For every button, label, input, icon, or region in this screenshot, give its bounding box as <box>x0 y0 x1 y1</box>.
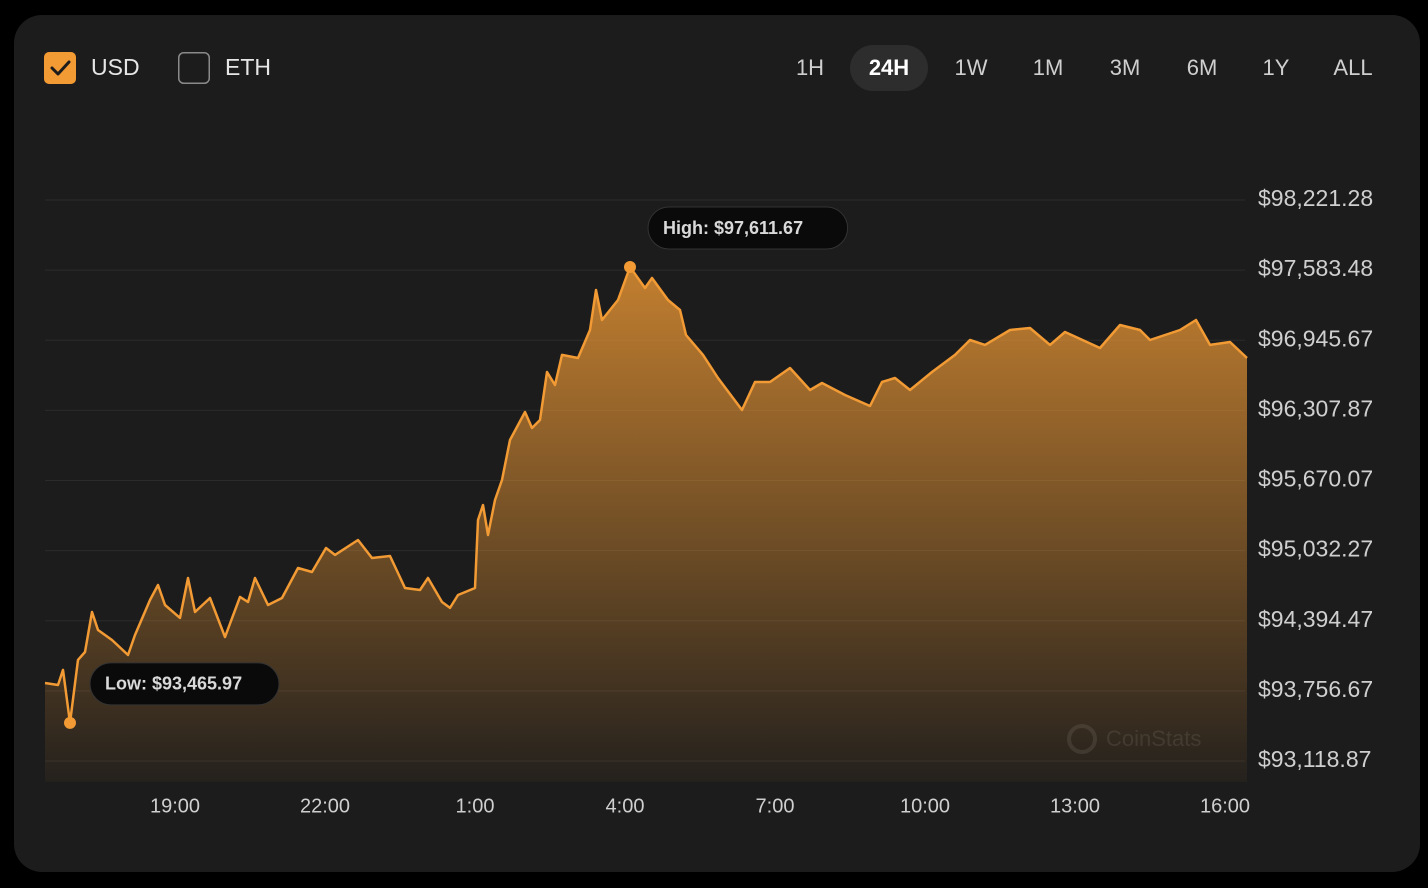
y-tick-label: $95,670.07 <box>1258 466 1373 492</box>
range-label: 24H <box>869 55 909 80</box>
range-label: 6M <box>1187 55 1218 80</box>
x-tick-label: 19:00 <box>150 795 200 817</box>
annotation-pill <box>89 662 280 706</box>
y-tick-label: $96,307.87 <box>1258 395 1373 421</box>
annotation-pill <box>647 206 849 250</box>
range-label: ALL <box>1333 55 1372 80</box>
x-tick-label: 22:00 <box>300 795 350 817</box>
annotation-text: Low: $93,465.97 <box>105 674 242 694</box>
x-tick-label: 10:00 <box>900 795 950 817</box>
range-label: 1Y <box>1263 55 1290 80</box>
checkbox-checked <box>44 52 76 84</box>
extreme-dot <box>624 261 636 274</box>
check-icon <box>50 60 71 76</box>
y-tick-label: $93,118.87 <box>1258 746 1371 772</box>
y-tick-label: $97,583.48 <box>1258 255 1373 281</box>
price-line <box>44 265 1248 725</box>
y-tick-label: $95,032.27 <box>1258 536 1373 562</box>
x-tick-label: 1:00 <box>456 795 495 817</box>
currency-label: USD <box>91 54 140 80</box>
range-label: 1H <box>796 55 824 80</box>
range-button[interactable]: 1M <box>1033 55 1064 80</box>
range-label: 3M <box>1110 55 1141 80</box>
range-button[interactable]: ALL <box>1333 55 1372 80</box>
extreme-dot <box>64 716 76 729</box>
currency-toggle[interactable]: ETH <box>178 52 271 84</box>
y-tick-label: $94,394.47 <box>1258 606 1373 632</box>
y-tick-label: $96,945.67 <box>1258 325 1373 351</box>
range-button[interactable]: 1H <box>796 55 824 80</box>
checkbox <box>178 52 210 84</box>
currency-toggle[interactable]: USD <box>44 52 140 84</box>
range-button[interactable]: 1W <box>955 55 988 80</box>
range-button[interactable]: 24H <box>850 45 928 91</box>
price-area <box>45 267 1247 782</box>
range-button[interactable]: 1Y <box>1263 55 1290 80</box>
y-tick-label: $93,756.67 <box>1258 676 1373 702</box>
range-active-bg <box>850 45 928 91</box>
range-label: 1M <box>1033 55 1064 80</box>
currency-label: ETH <box>225 54 271 80</box>
x-tick-label: 16:00 <box>1200 795 1250 817</box>
range-label: 1W <box>955 55 988 80</box>
range-button[interactable]: 6M <box>1187 55 1218 80</box>
annotation-text: High: $97,611.67 <box>663 218 803 238</box>
x-tick-label: 7:00 <box>756 795 795 817</box>
x-tick-label: 13:00 <box>1050 795 1100 817</box>
y-tick-label: $98,221.28 <box>1258 185 1373 211</box>
x-tick-label: 4:00 <box>606 795 645 817</box>
range-button[interactable]: 3M <box>1110 55 1141 80</box>
